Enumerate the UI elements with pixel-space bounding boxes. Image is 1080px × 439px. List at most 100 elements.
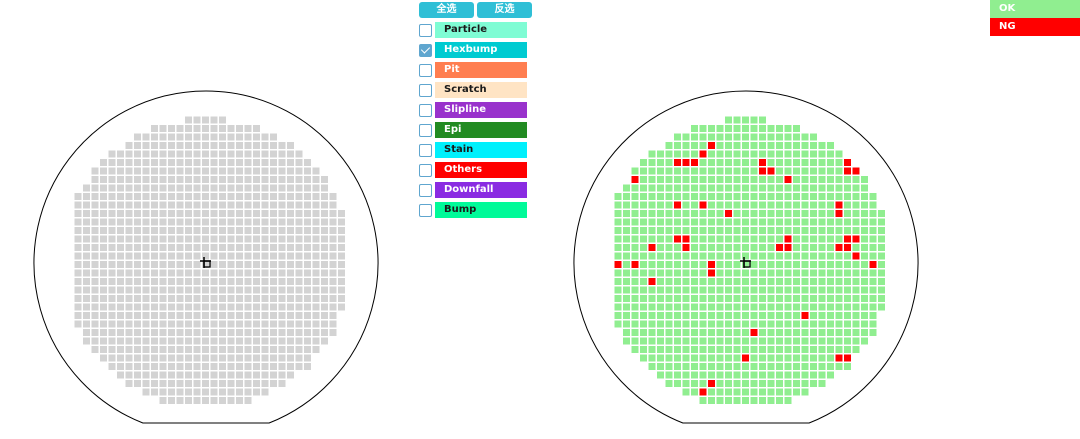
die[interactable] (74, 278, 82, 285)
die[interactable] (74, 269, 82, 277)
die[interactable] (878, 227, 885, 234)
die[interactable] (852, 235, 860, 243)
die[interactable] (108, 278, 116, 285)
die[interactable] (253, 363, 260, 370)
die[interactable] (125, 380, 133, 387)
die[interactable] (278, 201, 286, 209)
die[interactable] (844, 227, 851, 234)
die[interactable] (176, 184, 184, 192)
die[interactable] (278, 371, 286, 379)
die[interactable] (691, 193, 698, 200)
die[interactable] (708, 346, 715, 353)
die[interactable] (648, 184, 656, 192)
die[interactable] (142, 303, 150, 311)
die[interactable] (716, 295, 724, 302)
die[interactable] (261, 201, 269, 209)
die[interactable] (852, 269, 860, 277)
die[interactable] (827, 167, 834, 175)
die[interactable] (193, 363, 201, 370)
die[interactable] (304, 244, 311, 251)
die[interactable] (725, 133, 732, 141)
die[interactable] (270, 278, 277, 285)
die[interactable] (699, 286, 707, 294)
die[interactable] (784, 337, 792, 345)
die[interactable] (329, 269, 337, 277)
die[interactable] (210, 337, 218, 345)
die[interactable] (168, 218, 175, 226)
die[interactable] (810, 176, 817, 183)
die[interactable] (219, 388, 226, 396)
die[interactable] (674, 244, 681, 251)
die[interactable] (227, 295, 235, 302)
die[interactable] (261, 337, 269, 345)
die[interactable] (827, 354, 834, 362)
die[interactable] (716, 227, 724, 234)
die[interactable] (210, 167, 218, 175)
die[interactable] (185, 286, 192, 294)
die[interactable] (74, 227, 82, 234)
die[interactable] (852, 227, 860, 234)
die[interactable] (100, 235, 107, 243)
die[interactable] (287, 354, 294, 362)
die[interactable] (725, 150, 732, 158)
die[interactable] (631, 261, 639, 268)
die[interactable] (168, 184, 175, 192)
die[interactable] (810, 142, 817, 149)
die[interactable] (767, 133, 775, 141)
die[interactable] (168, 278, 175, 285)
die[interactable] (176, 125, 184, 132)
die[interactable] (83, 278, 90, 285)
die[interactable] (844, 363, 851, 370)
die[interactable] (640, 320, 647, 328)
die[interactable] (159, 235, 167, 243)
die[interactable] (151, 252, 158, 260)
defect-row[interactable]: Downfall (419, 182, 533, 198)
die[interactable] (742, 244, 749, 251)
die[interactable] (852, 346, 860, 353)
die[interactable] (295, 235, 303, 243)
die[interactable] (83, 201, 90, 209)
die[interactable] (742, 184, 749, 192)
die[interactable] (793, 363, 800, 370)
die[interactable] (708, 303, 715, 311)
die[interactable] (236, 380, 243, 387)
die[interactable] (202, 142, 209, 149)
die[interactable] (295, 252, 303, 260)
die[interactable] (844, 312, 851, 319)
die[interactable] (708, 150, 715, 158)
die[interactable] (844, 346, 851, 353)
die[interactable] (261, 142, 269, 149)
die[interactable] (691, 210, 698, 217)
die[interactable] (648, 210, 656, 217)
die[interactable] (648, 269, 656, 277)
die[interactable] (312, 184, 320, 192)
die[interactable] (304, 184, 311, 192)
die[interactable] (176, 218, 184, 226)
die[interactable] (640, 167, 647, 175)
die[interactable] (648, 261, 656, 268)
die[interactable] (725, 388, 732, 396)
defect-checkbox[interactable] (419, 83, 432, 97)
die[interactable] (134, 337, 141, 345)
die[interactable] (117, 346, 124, 353)
die[interactable] (767, 210, 775, 217)
die[interactable] (827, 303, 834, 311)
die[interactable] (614, 235, 622, 243)
die[interactable] (742, 346, 749, 353)
die[interactable] (793, 125, 800, 132)
die[interactable] (767, 397, 775, 404)
die[interactable] (91, 312, 99, 319)
die[interactable] (767, 286, 775, 294)
die[interactable] (818, 210, 826, 217)
die[interactable] (83, 320, 90, 328)
die[interactable] (261, 184, 269, 192)
die[interactable] (657, 193, 664, 200)
die[interactable] (168, 380, 175, 387)
die[interactable] (244, 227, 252, 234)
die[interactable] (210, 235, 218, 243)
die[interactable] (767, 150, 775, 158)
die[interactable] (708, 125, 715, 132)
die[interactable] (117, 363, 124, 370)
die[interactable] (91, 201, 99, 209)
die[interactable] (304, 354, 311, 362)
